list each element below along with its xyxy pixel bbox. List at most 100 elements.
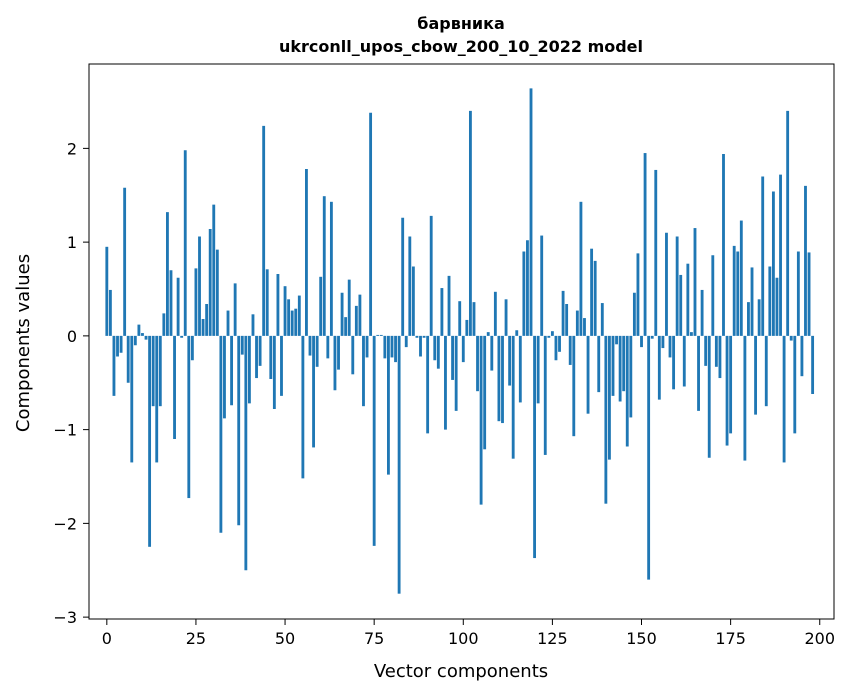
bar (461, 335, 465, 363)
bar (722, 154, 725, 336)
bar (640, 335, 643, 348)
bar (137, 324, 141, 336)
bar (344, 317, 348, 336)
bar (458, 301, 462, 336)
bar (729, 335, 733, 434)
bar (779, 174, 782, 336)
bar (429, 215, 433, 336)
bar (198, 236, 201, 336)
bar (444, 335, 447, 430)
bar (265, 269, 269, 336)
bar (369, 112, 373, 336)
bar (668, 335, 672, 358)
bar (511, 335, 515, 459)
bar (650, 335, 654, 339)
bar (540, 235, 544, 336)
bar (158, 335, 162, 407)
bar (536, 335, 540, 404)
x-tick-label: 175 (715, 629, 746, 648)
bar (743, 335, 747, 461)
bar (401, 217, 405, 336)
bar (493, 291, 497, 336)
bar (454, 335, 458, 411)
bar (308, 335, 312, 356)
bar (148, 335, 152, 547)
bar (208, 229, 212, 336)
bar (565, 304, 569, 336)
bar (572, 335, 576, 437)
bar (269, 335, 273, 379)
bar (387, 335, 390, 475)
bar (215, 249, 219, 336)
bar (376, 334, 380, 336)
bar (515, 330, 519, 336)
bar (354, 305, 358, 336)
bar (133, 335, 137, 346)
bar (782, 335, 786, 463)
bar (672, 335, 676, 390)
bar (219, 335, 223, 533)
bar (707, 335, 711, 458)
bar (543, 335, 547, 455)
bar (262, 125, 266, 336)
bar (811, 335, 815, 394)
bar (504, 299, 508, 336)
bar (411, 266, 415, 336)
bar (561, 290, 565, 336)
bar (739, 220, 743, 336)
bar (123, 187, 127, 336)
bar (258, 335, 262, 366)
y-tick-label: 2 (67, 139, 77, 158)
bar (522, 251, 526, 336)
bar (383, 335, 387, 359)
bar (290, 310, 294, 336)
bar (297, 295, 301, 336)
bar (180, 335, 184, 338)
bar (497, 335, 501, 422)
bar (661, 335, 665, 349)
bar (305, 169, 308, 336)
x-axis-label: Vector components (374, 661, 548, 682)
bar (689, 332, 693, 336)
bar (618, 335, 622, 402)
bar (768, 266, 772, 336)
bar (372, 335, 376, 546)
bar (162, 313, 166, 336)
bar (529, 88, 533, 336)
bar (329, 201, 333, 336)
bar (697, 335, 700, 411)
bar (422, 335, 426, 338)
bar (155, 335, 159, 463)
bar (590, 248, 594, 336)
bar (807, 252, 811, 336)
bar (526, 240, 529, 336)
bar (272, 335, 276, 409)
bar (732, 245, 736, 336)
bar (337, 335, 340, 370)
bar (793, 335, 797, 434)
bar (141, 333, 144, 336)
bar (600, 303, 604, 336)
bar (757, 299, 761, 336)
bar (632, 292, 636, 336)
x-tick-label: 125 (537, 629, 568, 648)
bar (593, 260, 597, 336)
bar (604, 335, 608, 504)
bar (312, 335, 315, 448)
bar (340, 292, 344, 336)
bar (280, 335, 283, 396)
bar (754, 335, 757, 415)
x-tick-label: 200 (804, 629, 835, 648)
bar (190, 335, 194, 361)
bar (558, 335, 561, 352)
x-tick-label: 0 (102, 629, 112, 648)
bar (472, 302, 476, 336)
y-tick-label: −2 (53, 514, 77, 533)
bar (550, 331, 554, 336)
bar (176, 277, 180, 336)
bar (486, 332, 490, 336)
bar (775, 277, 779, 336)
bar (786, 110, 790, 336)
bar (451, 335, 455, 380)
